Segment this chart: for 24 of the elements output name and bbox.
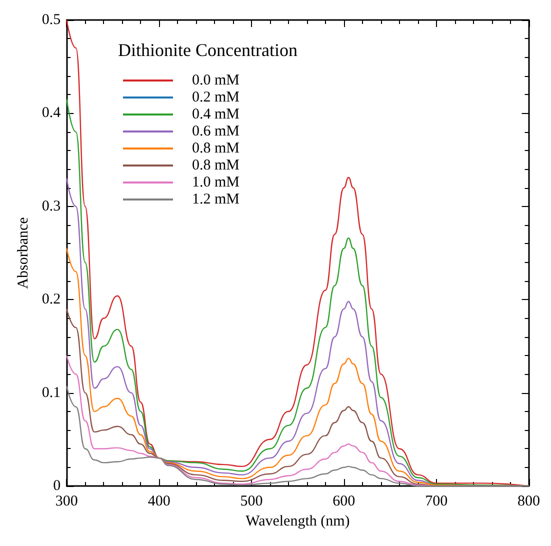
x-tick-label: 700	[425, 494, 448, 510]
legend-label: 0.2 mM	[192, 90, 240, 106]
y-tick-label: 0.4	[42, 105, 62, 122]
x-tick-label: 300	[55, 494, 78, 510]
y-tick-label: 0.3	[42, 198, 61, 214]
line-series	[66, 19, 530, 487]
y-tick-label: 0.1	[42, 384, 61, 401]
legend-label: 0.4 mM	[192, 106, 240, 122]
legend-title: Dithionite Concentration	[118, 40, 298, 60]
legend-label: 0.8 mM	[192, 140, 240, 156]
legend-label: 0.6 mM	[192, 124, 240, 140]
x-tick-label: 500	[240, 494, 263, 510]
x-tick-label: 600	[332, 494, 356, 510]
legend-label: 0.8 mM	[192, 158, 240, 174]
legend-label: 1.2 mM	[192, 192, 240, 208]
legend-label: 1.0 mM	[192, 174, 240, 190]
y-tick-label: 0.2	[42, 292, 61, 308]
y-tick-label: 0	[53, 478, 61, 494]
x-tick-label: 400	[148, 494, 170, 510]
legend-label: 0.0 mM	[192, 72, 240, 88]
y-axis-title: Absorbance	[16, 216, 32, 289]
x-axis-title: Wavelength (nm)	[246, 514, 350, 530]
x-tick-label: 800	[518, 494, 540, 510]
y-tick-label: 0.5	[42, 12, 61, 28]
